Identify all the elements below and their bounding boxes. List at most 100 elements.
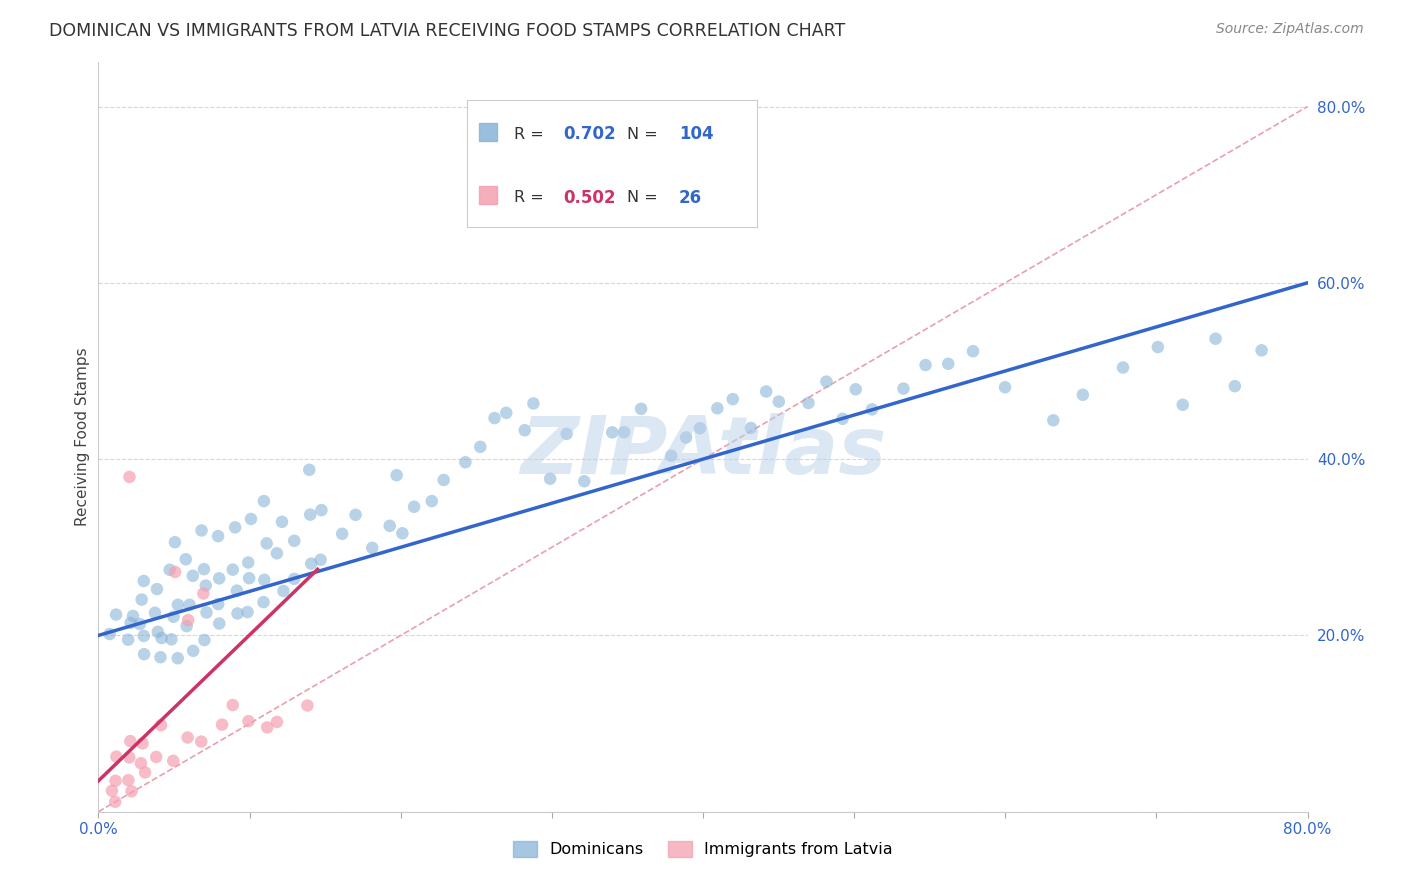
Point xyxy=(297,698,319,713)
Point xyxy=(1042,413,1064,427)
Y-axis label: Receiving Food Stamps: Receiving Food Stamps xyxy=(75,348,90,526)
Point xyxy=(121,784,143,798)
Point xyxy=(344,508,367,522)
Point xyxy=(181,644,204,658)
Point xyxy=(132,647,155,661)
Point xyxy=(522,396,544,410)
Point xyxy=(105,749,128,764)
Point xyxy=(860,402,883,417)
Point xyxy=(256,720,278,734)
Point xyxy=(145,750,167,764)
Point xyxy=(555,426,578,441)
Point xyxy=(105,607,128,622)
Point xyxy=(240,512,263,526)
Point xyxy=(167,598,190,612)
Point xyxy=(538,472,561,486)
Point xyxy=(253,494,276,508)
Point xyxy=(470,440,492,454)
Point xyxy=(117,773,139,788)
Point xyxy=(299,508,322,522)
Point xyxy=(226,607,249,621)
Point xyxy=(150,718,173,732)
Point xyxy=(129,756,152,771)
Point xyxy=(238,571,260,585)
Point xyxy=(238,714,260,728)
Point xyxy=(120,615,142,630)
Text: ZIPAtlas: ZIPAtlas xyxy=(520,413,886,491)
Point xyxy=(134,765,156,780)
Point xyxy=(118,470,141,484)
Point xyxy=(146,582,169,596)
Point xyxy=(271,515,294,529)
Point xyxy=(659,449,682,463)
Point xyxy=(831,412,853,426)
Point xyxy=(190,734,212,748)
Point xyxy=(131,592,153,607)
Point xyxy=(149,650,172,665)
Point xyxy=(143,606,166,620)
Point xyxy=(378,518,401,533)
Point xyxy=(385,468,408,483)
Point xyxy=(159,563,181,577)
Text: DOMINICAN VS IMMIGRANTS FROM LATVIA RECEIVING FOOD STAMPS CORRELATION CHART: DOMINICAN VS IMMIGRANTS FROM LATVIA RECE… xyxy=(49,22,845,40)
Legend: Dominicans, Immigrants from Latvia: Dominicans, Immigrants from Latvia xyxy=(506,834,900,863)
Point xyxy=(994,380,1017,394)
Point xyxy=(845,382,868,396)
Point xyxy=(162,609,184,624)
Point xyxy=(150,631,173,645)
Point xyxy=(298,463,321,477)
Point xyxy=(193,562,215,576)
Point xyxy=(936,357,959,371)
Point xyxy=(117,632,139,647)
Point xyxy=(236,605,259,619)
Point xyxy=(721,392,744,406)
Point xyxy=(160,632,183,647)
Point xyxy=(222,563,245,577)
Point xyxy=(162,754,184,768)
Point xyxy=(132,574,155,588)
Point xyxy=(193,633,215,648)
Point xyxy=(309,552,332,566)
Point xyxy=(238,556,260,570)
Point xyxy=(132,629,155,643)
Point xyxy=(256,536,278,550)
Point xyxy=(177,613,200,627)
Point xyxy=(893,382,915,396)
Point xyxy=(630,401,652,416)
Point xyxy=(755,384,778,399)
Point xyxy=(740,421,762,435)
Point xyxy=(574,475,596,489)
Point xyxy=(706,401,728,416)
Point xyxy=(207,597,229,611)
Point xyxy=(122,608,145,623)
Point xyxy=(211,717,233,731)
Point xyxy=(176,731,198,745)
Point xyxy=(163,535,186,549)
Point xyxy=(101,784,124,798)
Point xyxy=(1250,343,1272,358)
Point xyxy=(120,734,142,748)
Text: Source: ZipAtlas.com: Source: ZipAtlas.com xyxy=(1216,22,1364,37)
Point xyxy=(454,455,477,469)
Point xyxy=(224,520,246,534)
Point xyxy=(253,573,276,587)
Point xyxy=(1171,398,1194,412)
Point xyxy=(104,795,127,809)
Point xyxy=(330,526,353,541)
Point xyxy=(193,586,215,600)
Point xyxy=(176,619,198,633)
Point xyxy=(391,526,413,541)
Point xyxy=(484,411,506,425)
Point xyxy=(194,578,217,592)
Point xyxy=(962,344,984,359)
Point xyxy=(252,595,274,609)
Point xyxy=(104,773,127,788)
Point xyxy=(768,394,790,409)
Point xyxy=(208,571,231,585)
Point xyxy=(299,557,322,571)
Point xyxy=(174,552,197,566)
Point xyxy=(513,423,536,437)
Point xyxy=(190,524,212,538)
Point xyxy=(283,572,305,586)
Point xyxy=(1223,379,1246,393)
